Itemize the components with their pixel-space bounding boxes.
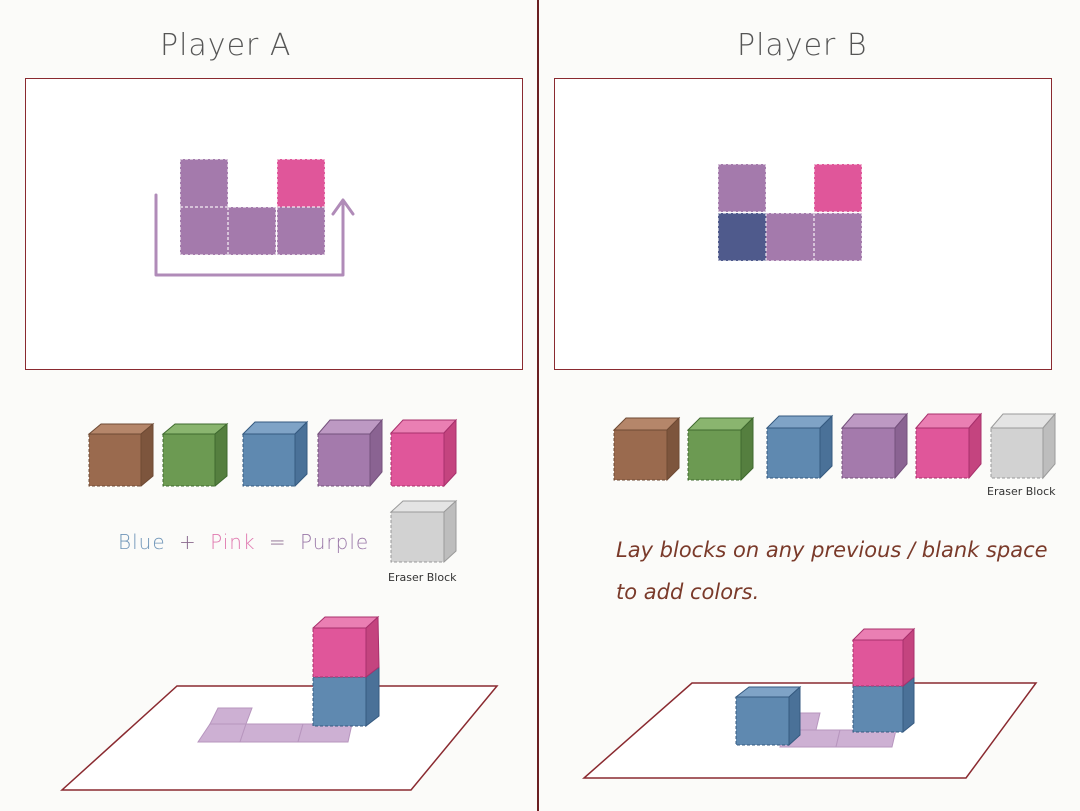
b-board-block-darkblue (718, 213, 766, 261)
instruction-line-1: Lay blocks on any previous / blank space (616, 538, 1048, 562)
palette-b-blue-cube[interactable] (765, 414, 834, 480)
palette-a-pink-cube[interactable] (389, 418, 458, 488)
equation-purple: Purple (300, 530, 370, 554)
palette-b-eraser-cube[interactable] (989, 412, 1057, 480)
b-board-block-purple-top (718, 164, 766, 212)
palette-a-eraser-cube[interactable] (389, 499, 458, 564)
equation-blue: Blue (118, 530, 166, 554)
instruction-line-2: to add colors. (616, 580, 760, 604)
palette-b-purple-cube[interactable] (840, 412, 909, 480)
palette-a-purple-cube[interactable] (316, 418, 384, 488)
palette-a-green-cube[interactable] (161, 422, 229, 488)
a-scene-blue-cube (312, 665, 380, 728)
equation-equals: = (268, 530, 287, 554)
palette-a-blue-cube[interactable] (241, 420, 309, 488)
player-a-title: Player A (160, 28, 292, 63)
a-board-block-purple-top (180, 159, 228, 207)
b-board-block-pink-top (814, 164, 862, 212)
palette-a-brown-cube[interactable] (87, 422, 155, 488)
b-scene-blue-cube-left (734, 685, 802, 747)
eraser-label-b: Eraser Block (987, 485, 1056, 498)
color-mix-equation: Blue + Pink = Purple (118, 530, 369, 554)
palette-b-pink-cube[interactable] (914, 412, 983, 480)
a-board-block-purple-3 (277, 207, 325, 255)
a-floor-ghost-tiles (197, 707, 353, 743)
a-scene-pink-cube (311, 615, 380, 679)
palette-b-brown-cube[interactable] (612, 416, 681, 482)
a-board-block-pink-top (277, 159, 325, 207)
player-b-title: Player B (737, 28, 868, 63)
a-board-block-purple-2 (228, 207, 276, 255)
b-board-block-purple-1 (766, 213, 814, 261)
b-scene-pink-cube (851, 627, 916, 688)
equation-pink: Pink (210, 530, 256, 554)
eraser-label-a: Eraser Block (388, 571, 457, 584)
b-board-block-purple-2 (814, 213, 862, 261)
panel-divider (537, 0, 539, 811)
palette-b-green-cube[interactable] (686, 416, 755, 482)
equation-plus: + (179, 530, 197, 554)
a-board-block-purple-1 (180, 207, 228, 255)
b-scene-blue-cube-right (852, 675, 915, 734)
